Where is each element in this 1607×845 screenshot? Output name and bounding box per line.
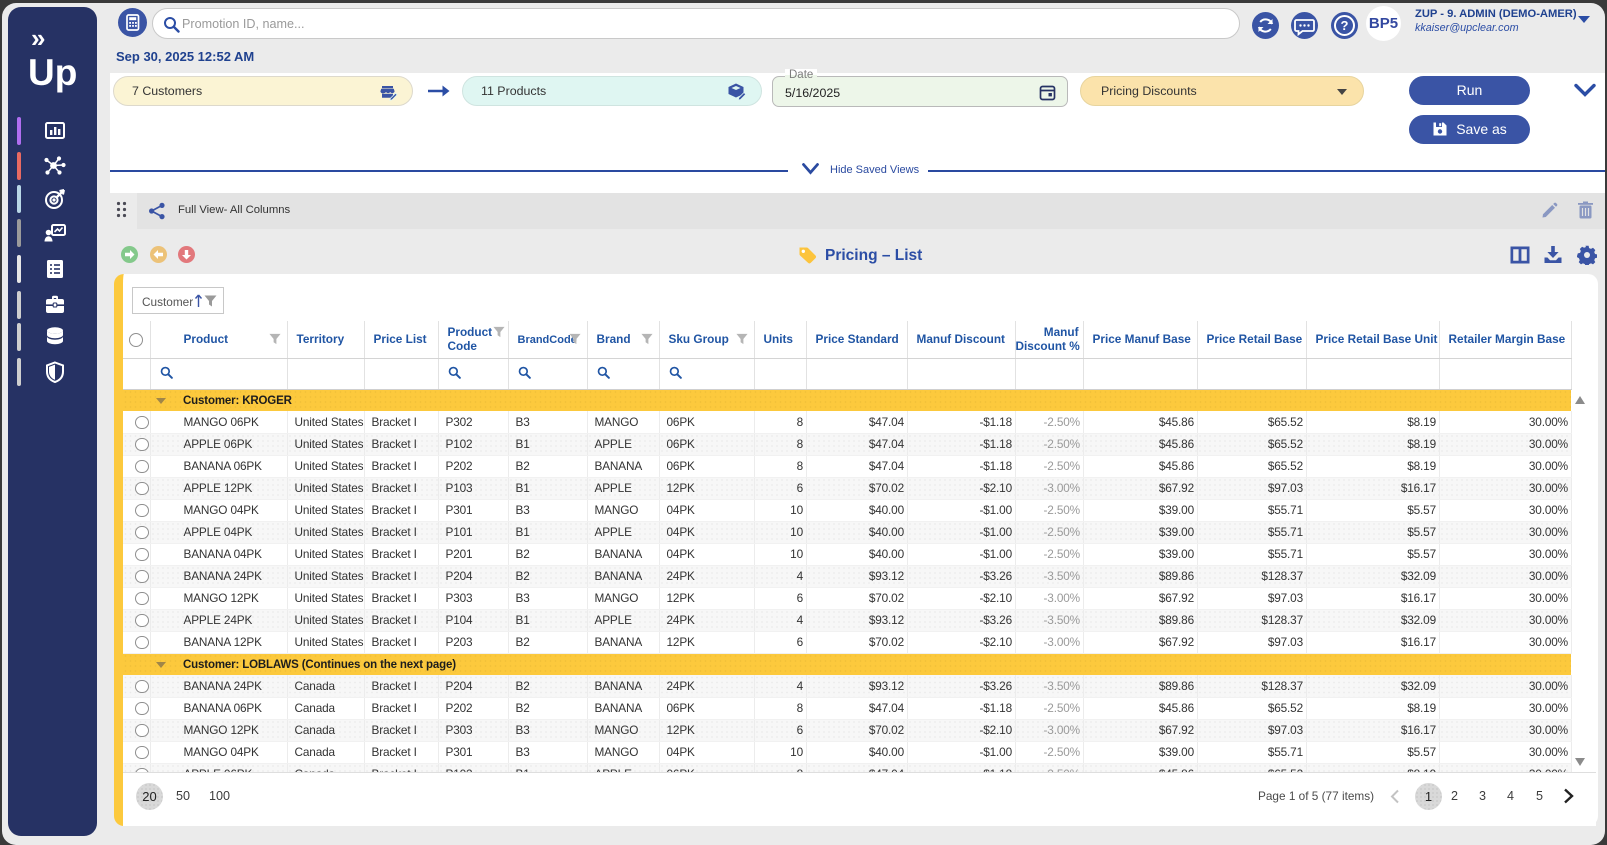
svg-text:?: ? — [1341, 18, 1349, 33]
